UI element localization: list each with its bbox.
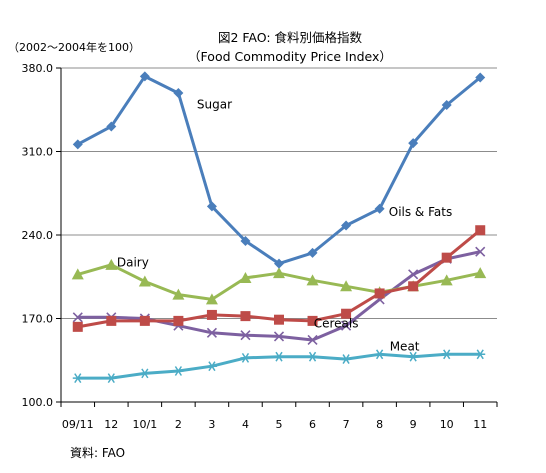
source-note: 資料: FAO xyxy=(70,446,125,460)
data-point-triangle xyxy=(440,274,453,286)
series-meat xyxy=(72,349,486,384)
data-point-triangle xyxy=(71,268,84,280)
data-point-diamond xyxy=(475,72,486,83)
data-point-star xyxy=(106,373,117,384)
data-point-triangle xyxy=(474,267,487,279)
x-tick-label: 10/1 xyxy=(132,418,157,431)
data-point-diamond xyxy=(72,139,83,150)
data-point-star xyxy=(408,351,419,362)
x-tick-label: 4 xyxy=(242,418,249,431)
data-point-star xyxy=(441,349,452,360)
data-point-square xyxy=(307,315,318,326)
x-tick-label: 09/11 xyxy=(62,418,94,431)
data-point-diamond xyxy=(240,235,251,246)
x-tick-label: 11 xyxy=(473,418,487,431)
data-point-diamond xyxy=(173,88,184,99)
series-line xyxy=(77,74,482,266)
data-point-square xyxy=(106,315,117,326)
series-sugar xyxy=(72,71,486,269)
x-tick-label: 12 xyxy=(104,418,118,431)
series-label: Meat xyxy=(390,339,420,353)
data-point-triangle xyxy=(172,288,185,300)
data-point-diamond xyxy=(206,201,217,212)
data-point-diamond xyxy=(374,203,385,214)
series-group xyxy=(71,71,487,384)
data-point-triangle xyxy=(306,274,319,286)
data-point-x xyxy=(72,312,83,323)
data-point-star xyxy=(274,351,284,362)
data-point-triangle xyxy=(340,280,353,292)
x-tick-label: 2 xyxy=(175,418,182,431)
data-point-triangle xyxy=(205,293,218,305)
data-point-diamond xyxy=(274,258,284,269)
y-axis-unit-label: （2002～2004年を100） xyxy=(8,40,140,54)
data-point-square xyxy=(475,225,486,236)
data-point-square xyxy=(341,308,352,319)
y-tick-label: 100.0 xyxy=(22,396,54,409)
x-tick-label: 9 xyxy=(410,418,417,431)
data-point-x xyxy=(341,320,352,331)
x-tick-label: 8 xyxy=(376,418,383,431)
data-point-square xyxy=(139,315,150,326)
data-point-triangle xyxy=(138,275,151,287)
data-point-star xyxy=(307,351,318,362)
chart-title: 図2 FAO: 食料別価格指数 xyxy=(218,30,363,45)
x-tick-labels: 09/11 12 10/1 2 3 4 5 6 7 8 9 10 11 xyxy=(62,418,487,431)
data-point-square xyxy=(72,321,83,332)
series-oils-fats xyxy=(72,225,486,332)
chart-subtitle: （Food Commodity Price Index） xyxy=(188,49,392,64)
axes xyxy=(56,67,498,407)
series-labels: Sugar Oils & Fats Dairy Cereals Meat xyxy=(117,97,452,353)
y-tick-labels: 100.0 170.0 240.0 310.0 380.0 xyxy=(22,62,54,409)
x-tick-label: 7 xyxy=(343,418,350,431)
data-point-diamond xyxy=(408,138,419,149)
data-point-x xyxy=(307,334,318,346)
x-tick-label: 5 xyxy=(276,418,283,431)
y-tick-label: 310.0 xyxy=(22,146,54,159)
data-point-star xyxy=(139,368,150,379)
data-point-triangle xyxy=(105,258,118,270)
data-point-x xyxy=(273,331,285,342)
data-point-diamond xyxy=(441,99,452,110)
data-point-square xyxy=(206,309,217,320)
data-point-star xyxy=(206,361,217,372)
data-point-diamond xyxy=(139,71,150,82)
y-tick-label: 380.0 xyxy=(22,62,54,75)
data-point-star xyxy=(173,366,184,376)
data-point-square xyxy=(374,288,385,299)
data-point-triangle xyxy=(273,267,285,279)
x-tick-label: 10 xyxy=(440,418,454,431)
data-point-triangle xyxy=(239,271,252,283)
series-label: Dairy xyxy=(117,256,149,270)
data-point-square xyxy=(240,311,251,322)
series-label: Oils & Fats xyxy=(389,205,452,219)
data-point-star xyxy=(374,349,385,360)
data-point-x xyxy=(408,269,419,280)
data-point-x xyxy=(240,330,251,341)
y-tick-label: 240.0 xyxy=(22,229,54,242)
data-point-x xyxy=(475,246,486,257)
data-point-square xyxy=(441,252,452,263)
data-point-square xyxy=(173,315,184,326)
x-tick-label: 3 xyxy=(208,418,215,431)
data-point-star xyxy=(240,352,251,363)
data-point-square xyxy=(274,314,284,325)
x-tick-label: 6 xyxy=(309,418,316,431)
data-point-star xyxy=(341,354,352,364)
data-point-diamond xyxy=(106,121,117,132)
data-point-diamond xyxy=(341,220,352,231)
data-point-star xyxy=(475,349,486,360)
data-point-x xyxy=(206,327,217,338)
y-tick-label: 170.0 xyxy=(22,313,54,326)
data-point-diamond xyxy=(307,247,318,258)
series-label: Cereals xyxy=(314,317,359,331)
series-label: Sugar xyxy=(197,97,232,111)
data-point-square xyxy=(408,281,419,292)
data-point-star xyxy=(72,373,83,384)
